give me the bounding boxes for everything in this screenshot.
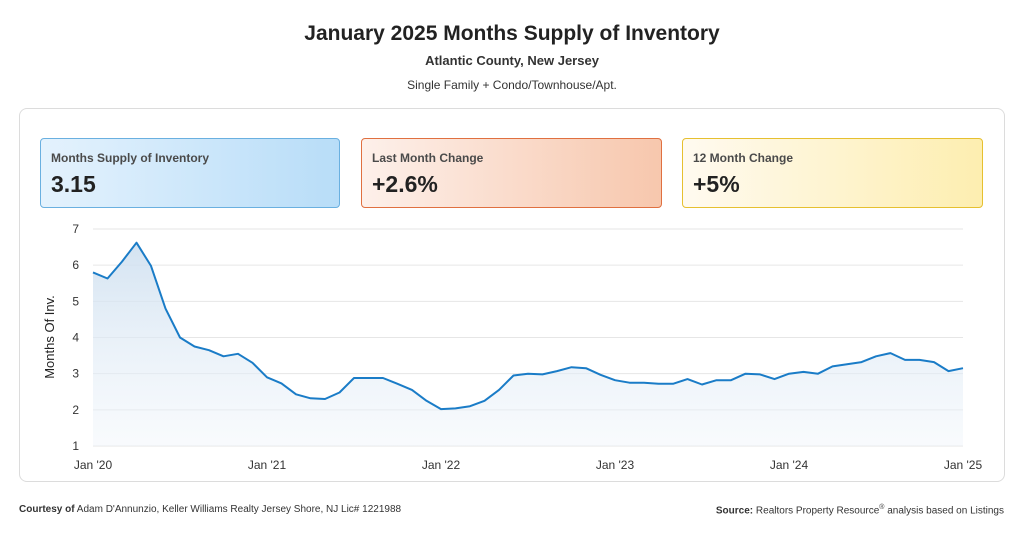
x-tick-label: Jan '20 [74,458,113,472]
kpi-label: 12 Month Change [693,151,794,165]
source-text: Realtors Property Resource [755,505,880,517]
y-axis-label: Months Of Inv. [42,295,57,379]
registered-mark: ® [879,504,885,511]
x-tick-label: Jan '22 [422,458,461,472]
y-tick-label: 3 [72,367,79,381]
y-tick-label: 4 [72,331,79,345]
kpi-label: Last Month Change [372,151,484,165]
x-tick-label: Jan '24 [770,458,809,472]
kpi-12-month-change: 12 Month Change +5% [682,138,983,208]
x-tick-label: Jan '21 [248,458,287,472]
kpi-last-month-change: Last Month Change +2.6% [361,138,662,208]
source-footer: Source: Realtors Property Resource® anal… [716,504,1004,516]
courtesy-text: Adam D'Annunzio, Keller Williams Realty … [76,504,402,515]
kpi-value: 3.15 [51,171,96,197]
source-text-suffix: analysis based on Listings [887,505,1004,517]
y-tick-label: 6 [72,258,79,272]
property-segment: Single Family + Condo/Townhouse/Apt. [407,78,617,92]
kpi-value: +2.6% [372,171,438,197]
y-tick-label: 5 [72,294,79,308]
kpi-label: Months Supply of Inventory [51,151,209,165]
page-subtitle: Atlantic County, New Jersey [425,53,599,68]
series-line [92,241,964,411]
series-area [93,242,963,446]
courtesy-label: Courtesy of [19,504,75,515]
y-tick-label: 2 [72,403,79,417]
y-tick-label: 7 [72,222,79,236]
x-tick-label: Jan '25 [944,458,983,472]
y-tick-label: 1 [72,439,79,453]
courtesy-footer: Courtesy of Adam D'Annunzio, Keller Will… [19,504,401,515]
kpi-months-supply: Months Supply of Inventory 3.15 [40,138,340,208]
kpi-value: +5% [693,171,740,197]
source-label: Source: [715,505,754,517]
page-title: January 2025 Months Supply of Inventory [304,22,720,45]
x-tick-label: Jan '23 [596,458,635,472]
